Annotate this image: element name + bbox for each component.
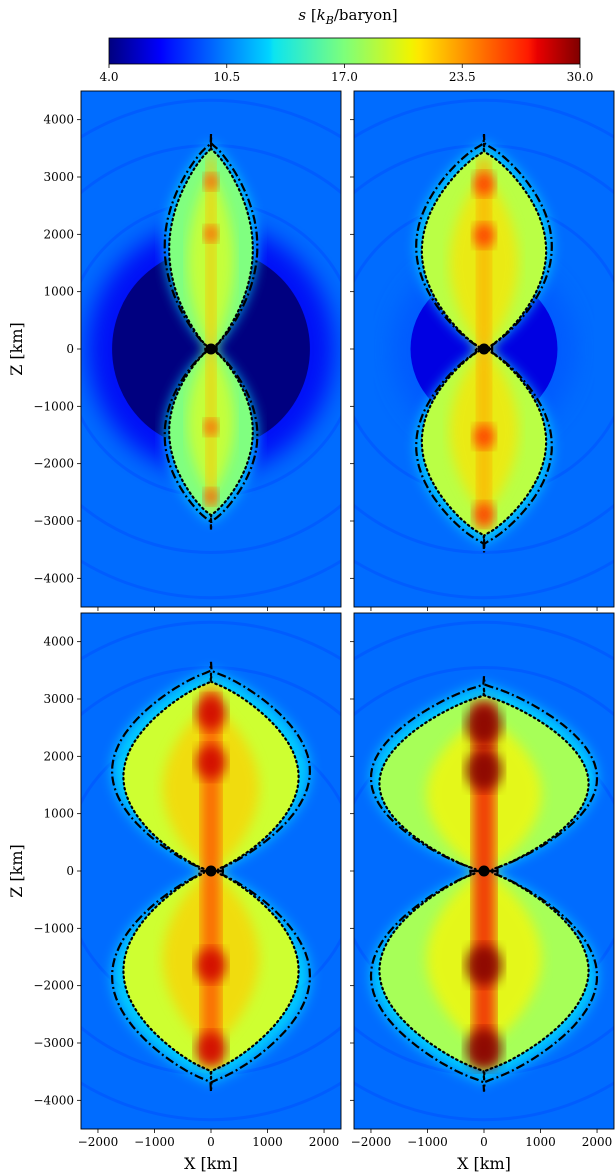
- x-tick-label: 0: [207, 1135, 215, 1149]
- shock-contour-outer: [369, 869, 599, 1092]
- colorbar-gradient: [108, 37, 581, 65]
- y-tick-label: −3000: [33, 514, 74, 528]
- x-axis-label: X [km]: [457, 1154, 511, 1173]
- shock-contour-outer: [163, 134, 259, 351]
- shock-contour-inner: [420, 142, 548, 351]
- panel-top-left: [77, 90, 342, 611]
- central-object: [205, 343, 217, 355]
- y-tick-label: 4000: [43, 635, 74, 649]
- colorbar-tick-label: 30.0: [567, 70, 594, 84]
- shock-contour-outer: [110, 661, 312, 873]
- y-axis-label: Z [km]: [7, 844, 26, 898]
- shock-contour-inner: [378, 869, 590, 1081]
- y-tick-label: −3000: [33, 1036, 74, 1050]
- shock-contour-inner: [378, 687, 590, 873]
- x-axis-label: X [km]: [184, 1154, 238, 1173]
- colorbar-tick-label: 17.0: [331, 70, 358, 84]
- y-tick-label: 3000: [43, 692, 74, 706]
- shock-contour-inner: [168, 139, 254, 351]
- y-tick-label: −4000: [33, 571, 74, 585]
- central-object: [478, 343, 490, 355]
- colorbar-tick-label: 10.5: [213, 70, 240, 84]
- colorbar-label: s [kB/baryon]: [298, 6, 397, 27]
- y-tick-label: −1000: [33, 399, 74, 413]
- x-tick-label: −2000: [78, 1135, 119, 1149]
- shock-contour-outer: [110, 869, 312, 1092]
- shock-contour-outer: [369, 676, 599, 873]
- shock-contour-outer: [415, 134, 553, 351]
- y-tick-label: 4000: [43, 113, 74, 127]
- panel-bottom-right: [350, 612, 615, 1133]
- colorbar: s [kB/baryon] 4.0 10.5 17.0 23.5 30.0: [99, 6, 593, 84]
- y-tick-label: −4000: [33, 1093, 74, 1107]
- x-tick-label: 2000: [582, 1135, 613, 1149]
- colorbar-tick-label: 4.0: [99, 70, 118, 84]
- x-tick-label: −1000: [134, 1135, 175, 1149]
- x-tick-label: 1000: [252, 1135, 283, 1149]
- central-column: [206, 156, 216, 509]
- panel-top-right: [350, 90, 615, 611]
- shock-contour-outer: [163, 347, 259, 530]
- y-tick-label: 0: [66, 342, 74, 356]
- y-tick-label: −2000: [33, 457, 74, 471]
- panel-bottom-left: [77, 612, 342, 1133]
- colorbar-tick-label: 23.5: [449, 70, 476, 84]
- x-tick-label: 1000: [525, 1135, 556, 1149]
- x-tick-label: −1000: [407, 1135, 448, 1149]
- shock-contour-outer: [415, 347, 553, 553]
- shock-contour-inner: [122, 869, 300, 1081]
- x-tick-label: −2000: [351, 1135, 392, 1149]
- y-tick-label: 1000: [43, 807, 74, 821]
- x-tick-label: 0: [480, 1135, 488, 1149]
- y-tick-label: 0: [66, 864, 74, 878]
- shock-contour-inner: [122, 673, 300, 873]
- y-tick-label: −2000: [33, 979, 74, 993]
- y-tick-label: 2000: [43, 749, 74, 763]
- y-axis-label: Z [km]: [7, 322, 26, 376]
- central-object: [205, 865, 217, 877]
- x-tick-label: 2000: [309, 1135, 340, 1149]
- shock-contour-inner: [168, 347, 254, 523]
- y-tick-label: −1000: [33, 921, 74, 935]
- y-tick-label: 1000: [43, 285, 74, 299]
- central-object: [478, 865, 490, 877]
- shock-contour-inner: [420, 347, 548, 544]
- y-tick-label: 2000: [43, 227, 74, 241]
- y-tick-label: 3000: [43, 170, 74, 184]
